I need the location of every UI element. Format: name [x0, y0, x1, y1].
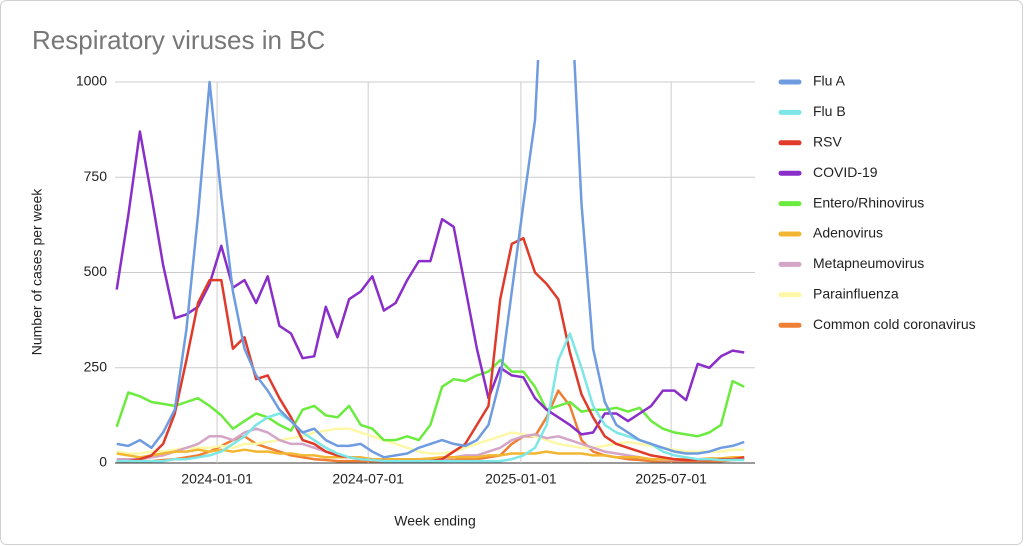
series-line — [115, 358, 745, 442]
x-tick-label: 2025-01-01 — [485, 471, 557, 487]
legend-label: Flu A — [813, 73, 846, 89]
series-line — [116, 448, 745, 461]
legend-label: Parainfluenza — [813, 286, 899, 302]
legend-label: Entero/Rhinovirus — [813, 194, 924, 210]
legend-label: Common cold coronavirus — [813, 316, 976, 332]
series-line — [115, 130, 745, 436]
series-line — [116, 427, 745, 455]
legend-label: Metapneumovirus — [813, 255, 924, 271]
x-axis-label: Week ending — [394, 513, 475, 529]
y-tick-label: 1000 — [76, 73, 107, 89]
y-tick-label: 750 — [84, 168, 108, 184]
legend-label: Adenovirus — [813, 225, 883, 241]
series-line — [116, 60, 745, 459]
y-tick-label: 0 — [99, 454, 107, 470]
plot-area — [115, 60, 745, 463]
chart-title: Respiratory viruses in BC — [32, 25, 325, 55]
x-tick-label: 2024-01-01 — [181, 471, 253, 487]
y-tick-label: 500 — [84, 263, 108, 279]
x-tick-label: 2025-07-01 — [635, 471, 707, 487]
x-tick-label: 2024-07-01 — [332, 471, 404, 487]
legend: Flu A Flu B RSV COVID-19 Entero/Rhinovirus Ad… — [778, 73, 976, 332]
grid: 0 250 500 750 1000 2024-01-01 2024-07-01 2025-0… — [76, 73, 755, 487]
legend-label: COVID-19 — [813, 164, 878, 180]
y-axis-label: Number of cases per week — [29, 188, 45, 356]
legend-label: Flu B — [813, 103, 846, 119]
legend-label: RSV — [813, 134, 842, 150]
y-tick-label: 250 — [84, 358, 108, 374]
